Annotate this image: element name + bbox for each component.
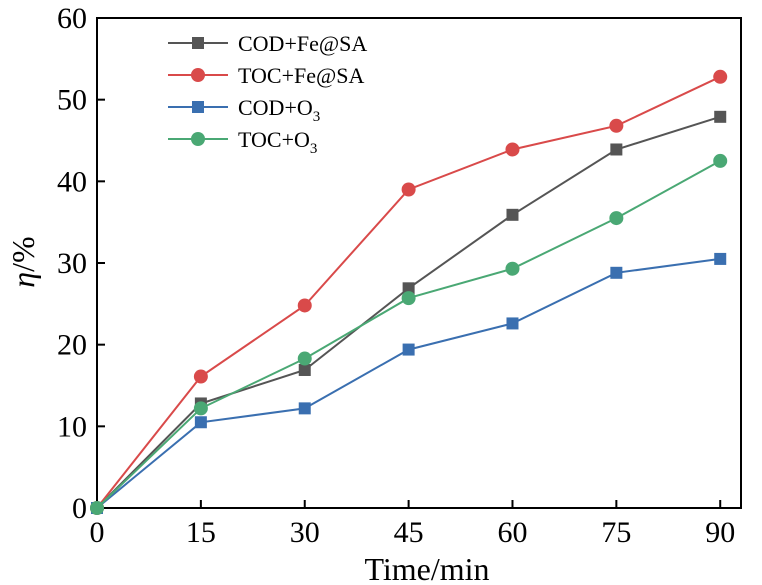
legend-label-text: TOC+O [238,127,310,152]
data-point [193,401,208,416]
y-axis-title-symbol: η [5,272,41,288]
y-tick-label: 20 [57,329,87,362]
legend-label-text: COD+Fe@SA [238,31,367,56]
legend-label: TOC+O3 [238,127,317,157]
y-tick-label: 60 [57,2,87,35]
y-tick-label: 30 [57,247,87,280]
data-point [401,182,416,197]
x-tick-label: 30 [290,516,320,549]
legend-label-subscript: 3 [313,109,321,125]
series-layer [90,69,728,515]
data-point [297,351,312,366]
data-point [714,110,727,123]
x-axis-title: Time/min [364,551,489,585]
legend-label-text: TOC+Fe@SA [238,63,365,88]
legend-label-text: COD+O [238,95,313,120]
legend-marker [191,132,205,146]
data-point [194,416,207,429]
data-point [193,369,208,384]
legend-marker [192,101,204,113]
legend-label: COD+Fe@SA [238,31,367,56]
legend-marker [191,68,205,82]
data-point [609,211,624,226]
data-point [90,501,104,515]
legend-entry: COD+O3 [168,95,320,125]
y-tick-label: 0 [72,492,87,525]
data-point [401,291,416,306]
legend-entry: COD+Fe@SA [168,31,367,56]
y-tick-label: 40 [57,165,87,198]
data-point [402,282,415,295]
axes: 0 15 30 45 60 75 90 0 10 20 30 40 50 60 [57,2,742,549]
x-tick-label: 90 [705,516,735,549]
plot-frame [96,17,742,509]
series-line [96,115,721,509]
x-tick-label: 45 [394,516,424,549]
legend-entry: TOC+Fe@SA [168,63,365,88]
series-0 [91,110,727,514]
y-tick-label: 50 [57,84,87,117]
data-point [713,69,728,84]
x-tick-label: 60 [497,516,527,549]
legend-label: TOC+Fe@SA [238,63,365,88]
legend-label: COD+O3 [238,95,320,125]
y-axis-title-unit: /% [5,236,41,272]
y-tick-label: 10 [57,410,87,443]
y-axis-title: η/% [5,236,41,287]
data-point [609,118,624,133]
data-point [610,143,623,156]
x-tick-label: 15 [186,516,216,549]
legend-label-subscript: 3 [310,141,318,157]
series-1 [90,69,728,515]
data-point [402,343,415,356]
data-point [298,363,311,376]
data-point [505,261,520,276]
data-point [714,252,727,265]
data-point [506,208,519,221]
data-point [610,266,623,279]
x-tick-label: 75 [601,516,631,549]
legend-marker [192,37,204,49]
series-line [96,160,721,509]
data-point [298,402,311,415]
data-point [505,142,520,157]
x-tick-label: 0 [90,516,105,549]
series-3 [90,153,728,515]
data-point [297,298,312,313]
data-point [713,153,728,168]
data-point [506,317,519,330]
legend-entry: TOC+O3 [168,127,317,157]
